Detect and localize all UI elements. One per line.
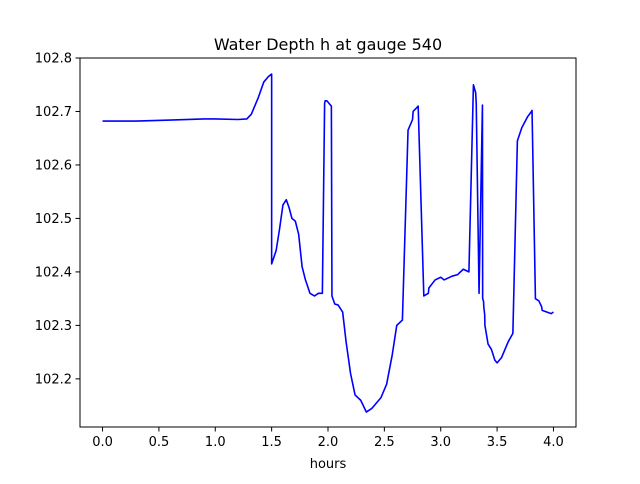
x-tick-label: 0.5 (149, 435, 170, 450)
series-line (102, 73, 554, 413)
plot-area (80, 58, 576, 427)
y-tick-label: 102.5 (35, 212, 72, 227)
plot-frame (79, 57, 577, 428)
x-axis-ticks: 0.0 0.5 1.0 1.5 2.0 2.5 3.0 3.5 4.0 (92, 427, 564, 450)
y-tick-label: 102.8 (35, 52, 72, 67)
x-tick-label: 3.5 (487, 435, 508, 450)
y-axis-ticks: 102.2 102.3 102.4 102.5 102.6 102.7 102.8 (35, 52, 80, 387)
series-layer (102, 73, 554, 413)
x-axis-label: hours (310, 457, 347, 472)
y-tick-label: 102.2 (35, 372, 72, 387)
y-tick-label: 102.3 (35, 319, 72, 334)
x-tick-label: 2.5 (374, 435, 395, 450)
y-tick-label: 102.4 (35, 265, 72, 280)
y-tick-label: 102.6 (35, 158, 72, 173)
x-tick-label: 1.0 (205, 435, 226, 450)
x-tick-label: 0.0 (92, 435, 113, 450)
x-tick-label: 4.0 (543, 435, 564, 450)
y-tick-label: 102.7 (35, 105, 72, 120)
chart-title: Water Depth h at gauge 540 (214, 35, 442, 54)
x-tick-label: 2.0 (318, 435, 339, 450)
x-tick-label: 1.5 (261, 435, 282, 450)
x-tick-label: 3.0 (430, 435, 451, 450)
